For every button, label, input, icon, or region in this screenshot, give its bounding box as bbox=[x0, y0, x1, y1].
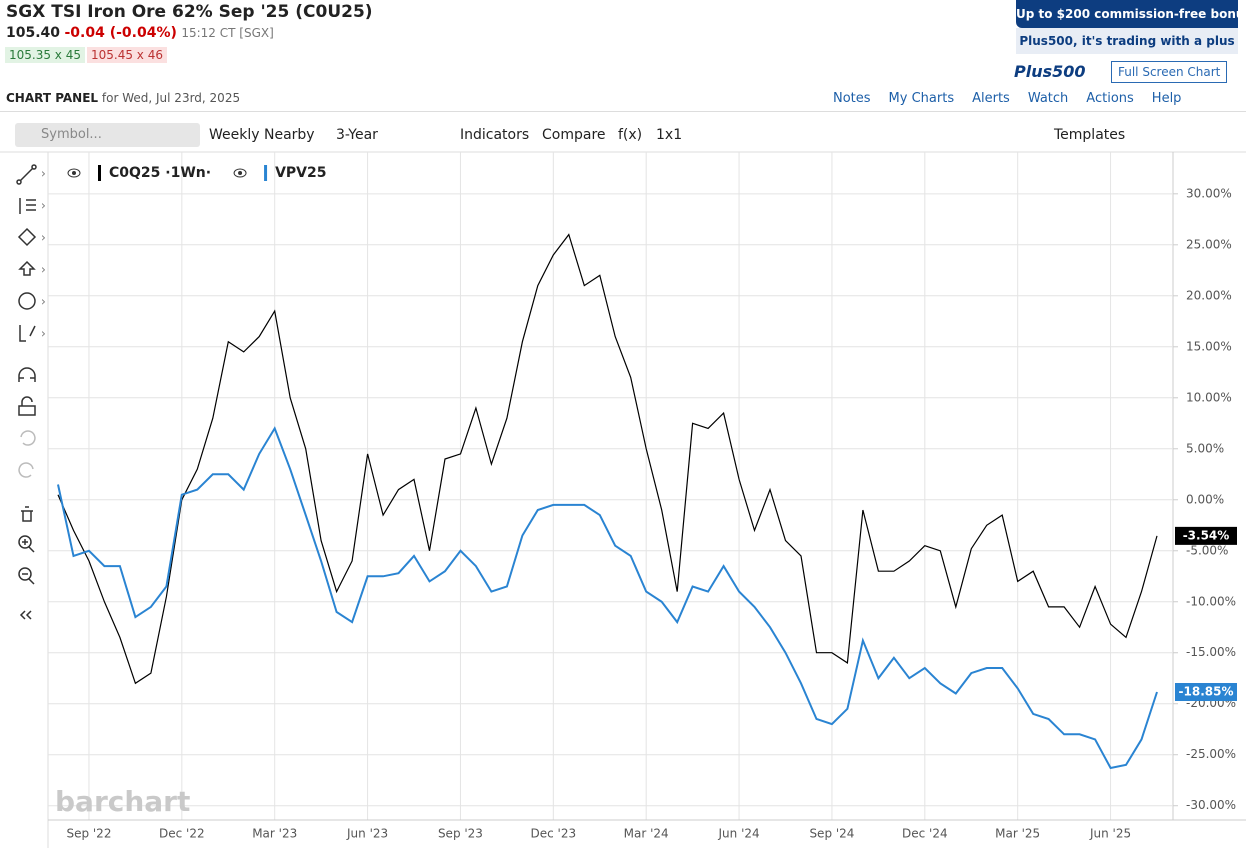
price-change: -0.04 (-0.04%) bbox=[64, 25, 177, 41]
y-tick-label: 15.00% bbox=[1186, 339, 1232, 353]
tool-rail bbox=[0, 152, 48, 848]
y-tick-label: -30.00% bbox=[1186, 798, 1236, 812]
x-tick-label: Jun '25 bbox=[1089, 827, 1131, 841]
y-tick-label: 20.00% bbox=[1186, 288, 1232, 302]
panel-heading: CHART PANEL for Wed, Jul 23rd, 2025 bbox=[6, 91, 240, 105]
y-tick-label: 30.00% bbox=[1186, 186, 1232, 200]
ask: 105.45 x 46 bbox=[87, 47, 167, 63]
y-tick-label: 25.00% bbox=[1186, 237, 1232, 251]
legend-eye bbox=[67, 168, 81, 178]
legend-eye-pupil bbox=[238, 171, 243, 175]
x-tick-label: Sep '22 bbox=[66, 827, 111, 841]
x-tick-label: Mar '24 bbox=[624, 827, 669, 841]
ad-logo[interactable]: Plus500 bbox=[1014, 62, 1086, 81]
legend-label: C0Q25 ·1Wn· bbox=[109, 165, 211, 181]
nav-item[interactable]: Alerts bbox=[972, 91, 1010, 106]
y-tick-label: 10.00% bbox=[1186, 390, 1232, 404]
x-tick-label: Dec '24 bbox=[902, 827, 948, 841]
x-tick-label: Jun '24 bbox=[718, 827, 760, 841]
legend-swatch bbox=[264, 165, 268, 181]
ad-headline[interactable]: Up to $200 commission-free bonus bbox=[1016, 0, 1246, 28]
toolbar-item[interactable]: 1x1 bbox=[656, 127, 683, 143]
nav-item[interactable]: Actions bbox=[1086, 91, 1134, 106]
svg-text:›: › bbox=[41, 167, 46, 181]
drawing-tools[interactable] bbox=[16, 164, 37, 620]
quote-time: 15:12 CT [SGX] bbox=[181, 26, 274, 40]
y-tick-label: -10.00% bbox=[1186, 594, 1236, 608]
y-tick-label: 5.00% bbox=[1186, 441, 1224, 455]
fullscreen-button[interactable]: Full Screen Chart bbox=[1111, 61, 1228, 83]
panel-label: CHART PANEL bbox=[6, 91, 99, 105]
last-value-badge bbox=[1175, 683, 1237, 702]
toolbar-item[interactable]: Weekly Nearby bbox=[209, 127, 315, 143]
divider bbox=[0, 111, 1246, 112]
svg-text:›: › bbox=[41, 327, 46, 341]
legend-swatch bbox=[98, 165, 101, 181]
undo-redo[interactable] bbox=[18, 430, 36, 478]
svg-text:›: › bbox=[41, 231, 46, 245]
y-tick-label: -15.00% bbox=[1186, 645, 1236, 659]
templates-button[interactable]: Templates bbox=[1054, 127, 1126, 143]
x-tick-label: Jun '23 bbox=[346, 827, 388, 841]
series-line bbox=[57, 233, 1158, 685]
nav-item[interactable]: Help bbox=[1151, 91, 1182, 106]
y-tick-label: 0.00% bbox=[1186, 492, 1224, 506]
legend-eye-pupil bbox=[72, 171, 76, 175]
x-tick-label: Mar '25 bbox=[995, 827, 1040, 841]
nav-item[interactable]: Watch bbox=[1027, 91, 1069, 106]
nav-item[interactable]: Notes bbox=[833, 91, 871, 106]
series-line bbox=[57, 426, 1158, 770]
ad-tagline[interactable]: Plus500, it's trading with a plus bbox=[1016, 28, 1238, 54]
quote: 105.40 -0.04 (-0.04%) 15:12 CT [SGX] bbox=[6, 25, 274, 41]
grid bbox=[48, 152, 1173, 820]
last-value-label: -18.85% bbox=[1179, 685, 1234, 699]
last-value-badge bbox=[1175, 526, 1237, 545]
bid: 105.35 x 45 bbox=[5, 47, 85, 63]
x-tick-label: Mar '23 bbox=[252, 827, 297, 841]
panel-date: for Wed, Jul 23rd, 2025 bbox=[101, 91, 241, 105]
nav-item[interactable]: My Charts bbox=[888, 91, 955, 106]
watermark: barchart bbox=[55, 785, 190, 818]
rail-arrows: › › › › › › bbox=[41, 167, 46, 341]
x-tick-label: Sep '24 bbox=[809, 827, 854, 841]
svg-text:›: › bbox=[41, 199, 46, 213]
svg-text:›: › bbox=[41, 263, 46, 277]
symbol-title: SGX TSI Iron Ore 62% Sep '25 (C0U25) bbox=[6, 2, 373, 22]
y-tick-label: -25.00% bbox=[1186, 747, 1236, 761]
nav: Notes My Charts Alerts Watch Actions Help bbox=[833, 91, 1199, 106]
symbol-search[interactable]: Symbol... bbox=[15, 123, 200, 147]
toolbar-item[interactable]: f(x) bbox=[618, 127, 643, 143]
legend-item: VPV25 bbox=[233, 165, 326, 181]
legend-eye bbox=[233, 168, 247, 178]
svg-text:›: › bbox=[41, 295, 46, 309]
toolbar-item[interactable]: 3-Year bbox=[336, 127, 378, 143]
toolbar: Weekly Nearby 3-Year Indicators Compare … bbox=[0, 127, 1246, 147]
last-price: 105.40 bbox=[6, 25, 61, 41]
x-tick-label: Dec '23 bbox=[531, 827, 577, 841]
legend-label: VPV25 bbox=[275, 165, 326, 181]
legend-item: C0Q25 ·1Wn· bbox=[67, 165, 211, 181]
x-tick-label: Sep '23 bbox=[438, 827, 483, 841]
x-tick-label: Dec '22 bbox=[159, 827, 205, 841]
toolbar-item[interactable]: Indicators bbox=[460, 127, 530, 143]
last-value-label: -3.54% bbox=[1183, 528, 1230, 542]
y-tick-label: -5.00% bbox=[1186, 543, 1228, 557]
toolbar-item[interactable]: Compare bbox=[542, 127, 606, 143]
